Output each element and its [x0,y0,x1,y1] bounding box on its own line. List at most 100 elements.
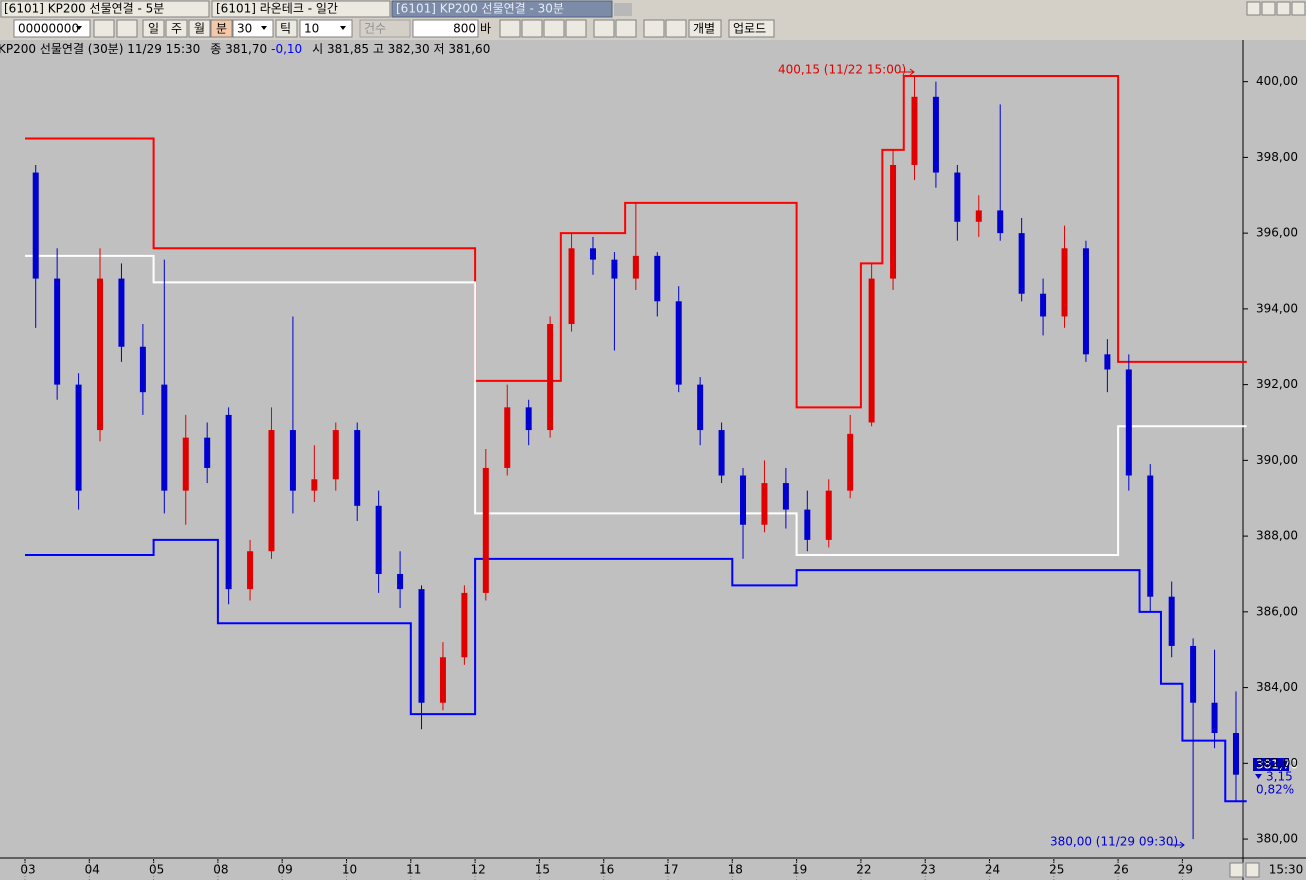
candle-body [311,479,318,491]
tab-label[interactable]: [6101] 라온테크 - 일간 [216,2,338,16]
y-tick-label: 392,00 [1256,377,1298,391]
x-tick-label: 23 [921,863,936,877]
upload-label[interactable]: 업로드 [733,22,766,36]
candle-body [761,483,768,525]
upload-button[interactable] [728,19,775,38]
tool-button[interactable] [543,19,565,38]
tool-button[interactable] [615,19,637,38]
candle-body [75,384,82,491]
maximize-button[interactable] [1276,1,1291,16]
draw-button[interactable] [1229,862,1244,878]
period-button[interactable] [165,19,188,38]
tick-button[interactable] [275,19,298,38]
candle-body [504,407,511,468]
x-tick-label: 22 [856,863,871,877]
candle-body [397,573,404,590]
candle-body [332,430,339,480]
period-label[interactable]: 분 [216,22,227,36]
y-tick-label: 400,00 [1256,74,1298,88]
last-price-badge [1253,758,1289,771]
period-button[interactable] [142,19,165,38]
header-ohl: 시 381,85 고 382,30 저 381,60 [312,42,490,56]
x-tick-label: 10 [342,863,357,877]
tool-button[interactable] [499,19,521,38]
candle-body [32,172,39,279]
last-price: 381,70 [1256,758,1298,772]
tool-button[interactable] [643,19,665,38]
window-buttons [1246,1,1306,16]
candle-body [890,164,897,279]
x-tick-label: 19 [792,863,807,877]
period-label[interactable]: 월 [194,22,205,36]
change-value: 3,15 [1266,770,1293,784]
tool-button[interactable] [665,19,687,38]
tab-scroll[interactable] [614,3,632,16]
period-label[interactable]: 일 [148,22,159,36]
candle-body [1104,354,1111,370]
candle-body [97,278,104,431]
bars-label: 바 [480,22,491,36]
candle-body [54,278,61,385]
x-tick-label: 25 [1049,863,1064,877]
candle-body [697,384,704,431]
chart-header: KP200 선물연결 (30분) 11/29 15:30 종 381,70 -0,1… [0,42,490,56]
candle-body [847,433,854,491]
candle-body [654,255,661,302]
period-button-active[interactable] [210,19,233,38]
period-button[interactable] [188,19,211,38]
tab-active[interactable] [391,0,613,18]
tab-label[interactable]: [6101] KP200 선물연결 - 5분 [4,2,164,16]
close-button[interactable] [1291,1,1306,16]
period-label[interactable]: 주 [171,22,182,36]
tick-combo[interactable] [299,19,353,38]
minimize-button[interactable] [1261,1,1276,16]
x-tick-label: 12 [470,863,485,877]
tick-label[interactable]: 틱 [280,22,291,36]
search-button[interactable] [116,19,138,38]
candle-body [932,96,939,173]
separate-button[interactable] [688,19,722,38]
tool-button[interactable] [565,19,587,38]
y-tick-label: 380,00 [1256,832,1298,846]
time-label: 15:30 [1269,863,1304,877]
dropdown-arrow [76,26,82,30]
candle-body [1040,293,1047,317]
candle-body [354,430,361,506]
code-input[interactable] [13,19,91,38]
tab[interactable] [211,0,391,18]
x-tick-label: 15 [535,863,550,877]
candle-body [289,430,296,491]
channel-line [25,74,1247,409]
x-tick-label: 08 [213,863,228,877]
candle-body [375,505,382,574]
zoom-button[interactable] [1245,862,1260,878]
y-tick-label: 382,00 [1256,756,1298,770]
header-name: KP200 선물연결 (30분) 11/29 15:30 [0,42,200,56]
candle-body [568,248,575,325]
search-button[interactable] [93,19,115,38]
candle-body [1190,645,1197,703]
candle-body [247,551,254,590]
tool-button[interactable] [593,19,615,38]
tab[interactable] [0,0,210,18]
help-button[interactable] [1246,1,1261,16]
channel-line [25,538,1247,803]
tab-label[interactable]: [6101] KP200 선물연결 - 30분 [396,2,564,16]
count-label: 건수 [364,22,386,36]
candle-body [782,483,789,510]
candle-body [975,210,982,222]
candle-body [482,467,489,593]
code-text: 00000000 [18,22,79,36]
x-tick-label: 09 [278,863,293,877]
candle-body [611,259,618,279]
period-combo[interactable] [232,19,274,38]
bars-input[interactable] [412,19,479,38]
candle-body [1018,233,1025,294]
x-tick-label: 18 [728,863,743,877]
high-arrow [900,68,915,76]
count-combo[interactable] [359,19,411,38]
tool-button[interactable] [521,19,543,38]
candle-body [589,248,596,260]
separate-label[interactable]: 개별 [693,22,715,36]
